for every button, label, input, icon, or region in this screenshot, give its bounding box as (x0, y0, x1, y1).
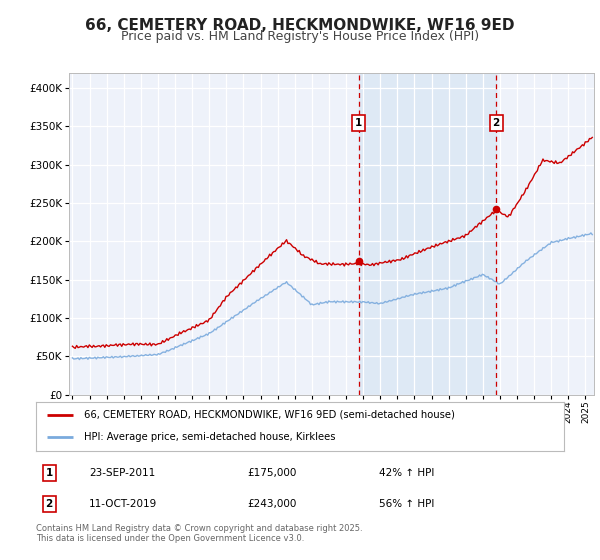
Text: 1: 1 (46, 468, 53, 478)
Text: £243,000: £243,000 (247, 499, 296, 509)
Text: Contains HM Land Registry data © Crown copyright and database right 2025.
This d: Contains HM Land Registry data © Crown c… (36, 524, 362, 543)
Text: 2: 2 (46, 499, 53, 509)
Text: 2: 2 (493, 118, 500, 128)
Text: 42% ↑ HPI: 42% ↑ HPI (379, 468, 434, 478)
Text: 1: 1 (355, 118, 362, 128)
Text: 56% ↑ HPI: 56% ↑ HPI (379, 499, 434, 509)
Text: 66, CEMETERY ROAD, HECKMONDWIKE, WF16 9ED: 66, CEMETERY ROAD, HECKMONDWIKE, WF16 9E… (85, 18, 515, 33)
Text: £175,000: £175,000 (247, 468, 296, 478)
Text: Price paid vs. HM Land Registry's House Price Index (HPI): Price paid vs. HM Land Registry's House … (121, 30, 479, 43)
Bar (359, 73, 496, 395)
Text: 11-OCT-2019: 11-OCT-2019 (89, 499, 157, 509)
Text: 66, CEMETERY ROAD, HECKMONDWIKE, WF16 9ED (semi-detached house): 66, CEMETERY ROAD, HECKMONDWIKE, WF16 9E… (83, 410, 454, 420)
Text: 23-SEP-2011: 23-SEP-2011 (89, 468, 155, 478)
Text: HPI: Average price, semi-detached house, Kirklees: HPI: Average price, semi-detached house,… (83, 432, 335, 442)
